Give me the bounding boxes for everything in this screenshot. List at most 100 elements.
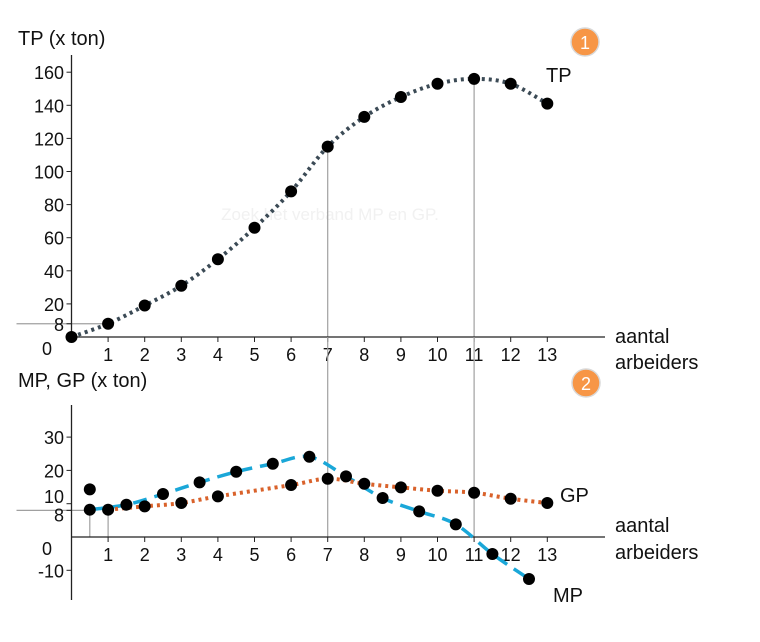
gp-point [394, 481, 407, 494]
gp-point [468, 486, 481, 499]
gp-point [285, 479, 298, 492]
tp-series-label: TP [546, 65, 572, 87]
mp-point [193, 476, 206, 489]
mp-point [157, 488, 169, 501]
top-xlabel-line1: aantal [615, 326, 670, 348]
bottom-chart-title: MP, GP (x ton) [18, 370, 147, 392]
mp-series-label: MP [553, 585, 583, 607]
x-tick-label: 13 [537, 345, 557, 365]
gp-point [431, 484, 444, 497]
tp-point [211, 253, 224, 266]
badge-1: 1 [570, 27, 600, 57]
x-tick-label: 10 [427, 345, 447, 365]
y-tick-label: -10 [38, 561, 64, 581]
extra-point [83, 483, 96, 496]
x-tick-label: 5 [249, 545, 259, 565]
tp-curve [70, 76, 549, 339]
mp-point [523, 572, 535, 585]
top-xlabel-line2: arbeiders [615, 352, 698, 374]
tp-point [394, 91, 407, 104]
x-tick-label: 8 [359, 345, 369, 365]
mp-point [266, 457, 279, 470]
gp-point [138, 500, 151, 513]
gp-point [175, 497, 188, 510]
badge-1-circle [570, 27, 600, 57]
badge-2: 2 [571, 368, 601, 398]
mp-point [230, 465, 243, 478]
tp-point [504, 77, 517, 90]
y-tick-label: 80 [44, 196, 64, 216]
y-tick-label: 30 [44, 428, 64, 448]
y-tick-label: 60 [44, 229, 64, 249]
x-tick-label: 12 [501, 545, 521, 565]
mp-point [376, 492, 389, 505]
x-tick-label: 13 [537, 545, 557, 565]
gp-point [541, 497, 554, 510]
x-tick-label: 12 [501, 345, 521, 365]
x-tick-label: 10 [427, 545, 447, 565]
watermark-text: Zoek het verband MP en GP. [221, 205, 439, 224]
gp-series-label: GP [560, 485, 589, 507]
badge-1-label: 1 [580, 33, 590, 53]
y-tick-label: 0 [42, 539, 52, 559]
tp-point [541, 97, 554, 110]
x-tick-label: 7 [323, 545, 333, 565]
x-tick-label: 3 [176, 345, 186, 365]
tp-point [138, 299, 151, 312]
x-tick-label: 6 [286, 545, 296, 565]
x-tick-label: 1 [103, 345, 113, 365]
gp-point [358, 477, 371, 490]
gp-point [321, 472, 334, 485]
y-tick-label: 100 [34, 163, 64, 183]
y-tick-label: 8 [54, 315, 64, 335]
y-tick-label: 40 [44, 262, 64, 282]
mp-point [486, 547, 499, 560]
y-tick-label: 8 [54, 505, 64, 525]
mp-point [83, 503, 96, 516]
mp-point [303, 450, 316, 463]
x-tick-label: 9 [396, 545, 406, 565]
x-tick-label: 5 [249, 345, 259, 365]
mp-point [120, 498, 133, 511]
gp-point [211, 490, 224, 503]
x-tick-label: 3 [176, 545, 186, 565]
tp-point [321, 140, 334, 153]
x-tick-label: 9 [396, 345, 406, 365]
x-tick-label: 6 [286, 345, 296, 365]
gp-point [504, 492, 517, 505]
badge-2-label: 2 [581, 374, 591, 394]
mp-curve [89, 454, 530, 581]
tp-point [468, 72, 481, 85]
mp-point [340, 470, 352, 483]
mp-point [413, 505, 426, 518]
x-tick-label: 4 [213, 545, 223, 565]
x-tick-label: 2 [140, 545, 150, 565]
gp-point [102, 503, 115, 516]
y-tick-label: 0 [42, 339, 52, 359]
x-tick-label: 1 [103, 545, 113, 565]
mp-point [449, 518, 462, 531]
y-tick-label: 10 [44, 487, 64, 507]
tp-point [175, 279, 188, 292]
badge-2-circle [571, 368, 601, 398]
bottom-xlabel-line2: arbeiders [615, 542, 698, 564]
x-tick-label: 2 [140, 345, 150, 365]
y-tick-label: 140 [34, 96, 64, 116]
tp-point [65, 331, 78, 343]
tp-point [102, 317, 115, 330]
x-tick-label: 11 [465, 545, 484, 565]
x-tick-label: 4 [213, 345, 223, 365]
y-tick-label: 160 [34, 63, 64, 83]
tp-point [358, 110, 371, 123]
y-tick-label: 20 [44, 461, 64, 481]
top-chart-title: TP (x ton) [18, 28, 105, 50]
tp-point [248, 221, 261, 234]
y-tick-label: 20 [44, 295, 64, 315]
bottom-xlabel-line1: aantal [615, 515, 670, 537]
tp-point [285, 185, 298, 198]
y-tick-label: 120 [34, 129, 64, 149]
x-tick-label: 8 [359, 545, 369, 565]
